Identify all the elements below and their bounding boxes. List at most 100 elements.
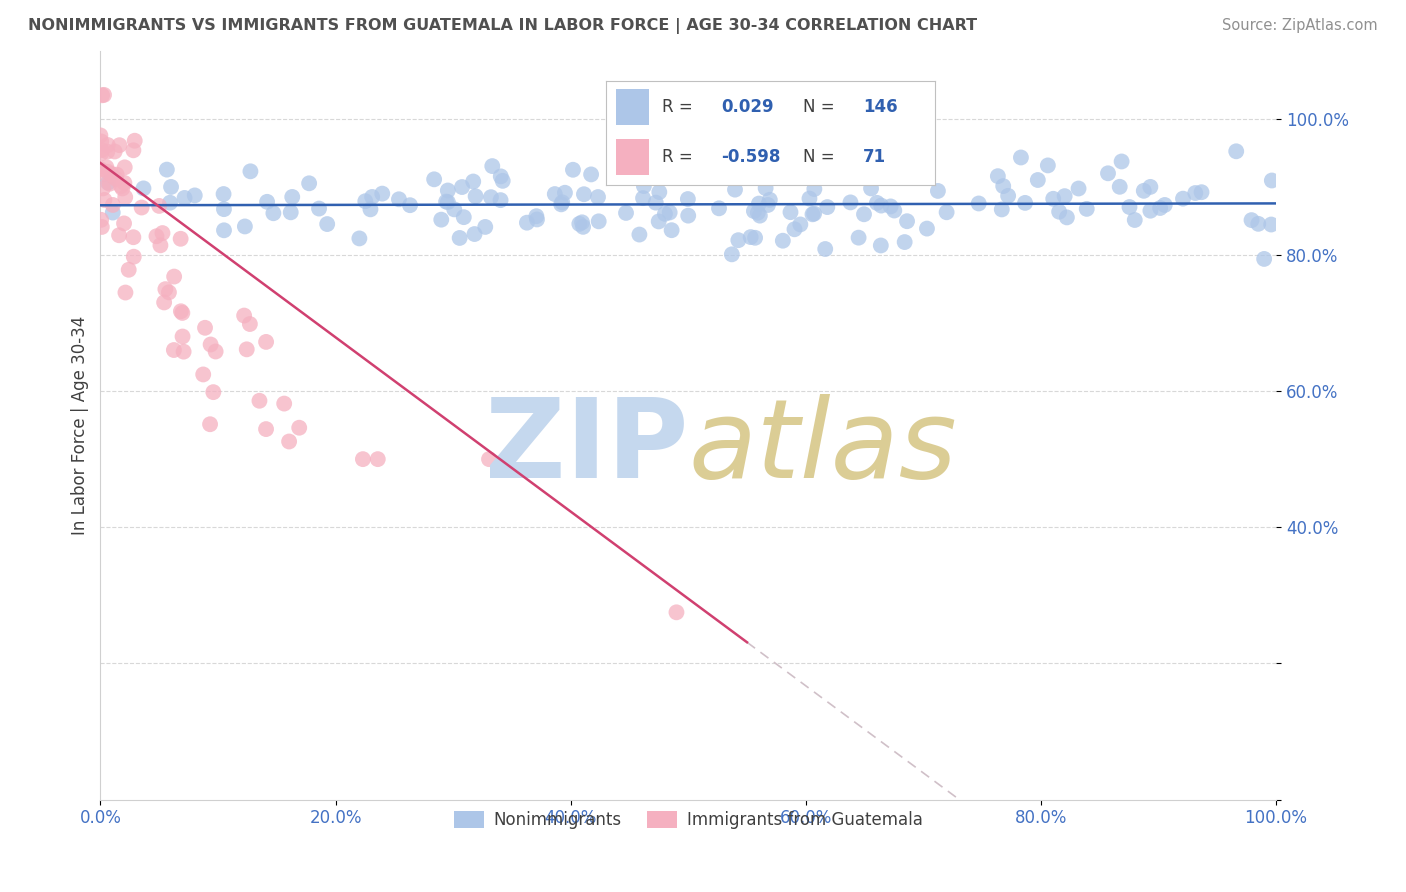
Point — [571, 215, 593, 229]
Point — [915, 221, 938, 235]
Point — [212, 202, 235, 216]
Point — [124, 134, 146, 148]
Point — [98, 177, 121, 191]
Point — [90, 135, 112, 149]
Point — [1184, 186, 1206, 200]
Point — [756, 198, 779, 212]
Point — [90, 146, 112, 161]
Text: atlas: atlas — [688, 394, 957, 501]
Point — [1139, 180, 1161, 194]
Point — [759, 193, 782, 207]
Point — [204, 344, 226, 359]
Point — [233, 219, 256, 234]
Point — [437, 195, 460, 210]
Point — [149, 238, 172, 252]
Point — [991, 202, 1014, 217]
Point — [131, 201, 153, 215]
Point — [112, 176, 135, 190]
Point — [184, 188, 207, 202]
Point — [163, 343, 186, 357]
Point — [114, 285, 136, 300]
Point — [707, 202, 730, 216]
Point — [551, 195, 574, 210]
Point — [90, 143, 112, 157]
Point — [796, 147, 818, 161]
Point — [801, 207, 824, 221]
Point — [1036, 158, 1059, 172]
Point — [572, 219, 595, 234]
Point — [308, 202, 330, 216]
Point — [239, 164, 262, 178]
Point — [169, 232, 191, 246]
Point — [159, 195, 181, 210]
Point — [993, 179, 1015, 194]
Point — [755, 181, 778, 195]
Point — [901, 166, 924, 180]
Point — [853, 207, 876, 221]
Point — [194, 320, 217, 334]
Point — [474, 219, 496, 234]
Point — [676, 192, 699, 206]
Point — [463, 174, 485, 188]
Point — [1053, 189, 1076, 203]
Point — [579, 168, 602, 182]
Point — [273, 396, 295, 410]
Point — [586, 190, 609, 204]
Point — [122, 230, 145, 244]
Point — [1111, 154, 1133, 169]
Point — [481, 159, 503, 173]
Point — [1097, 166, 1119, 180]
Point — [562, 162, 585, 177]
Point — [173, 344, 195, 359]
Point — [464, 189, 486, 203]
Point — [1149, 201, 1171, 215]
Point — [1047, 204, 1070, 219]
Point — [288, 421, 311, 435]
Point — [883, 203, 905, 218]
Point — [453, 210, 475, 224]
Point — [628, 227, 651, 242]
Point — [118, 262, 141, 277]
Point — [997, 189, 1019, 203]
Point — [544, 187, 567, 202]
Point — [1171, 192, 1194, 206]
Point — [779, 205, 801, 219]
Point — [352, 452, 374, 467]
Point — [1133, 184, 1156, 198]
Point — [93, 193, 115, 207]
Point — [108, 138, 131, 153]
Point — [437, 184, 460, 198]
Point — [132, 181, 155, 195]
Point — [644, 195, 666, 210]
Point — [423, 172, 446, 186]
Point — [156, 162, 179, 177]
Point — [1014, 195, 1036, 210]
Point — [152, 226, 174, 240]
Point — [155, 282, 177, 296]
Point — [173, 191, 195, 205]
Point — [789, 218, 811, 232]
Point — [614, 206, 637, 220]
Point — [724, 183, 747, 197]
Point — [869, 238, 891, 252]
Point — [148, 199, 170, 213]
Point — [93, 87, 115, 102]
Point — [239, 317, 262, 331]
Point — [839, 195, 862, 210]
Point — [665, 605, 688, 619]
Point — [526, 209, 548, 223]
Point — [235, 343, 257, 357]
Point — [967, 196, 990, 211]
Point — [654, 207, 676, 221]
Point — [90, 162, 112, 177]
Point — [1056, 211, 1078, 225]
Point — [97, 165, 120, 179]
Text: NONIMMIGRANTS VS IMMIGRANTS FROM GUATEMALA IN LABOR FORCE | AGE 30-34 CORRELATIO: NONIMMIGRANTS VS IMMIGRANTS FROM GUATEMA… — [28, 18, 977, 34]
Point — [727, 233, 749, 247]
Point — [91, 181, 114, 195]
Point — [101, 169, 124, 184]
Point — [96, 160, 118, 174]
Point — [896, 214, 918, 228]
Point — [249, 393, 271, 408]
Point — [278, 434, 301, 449]
